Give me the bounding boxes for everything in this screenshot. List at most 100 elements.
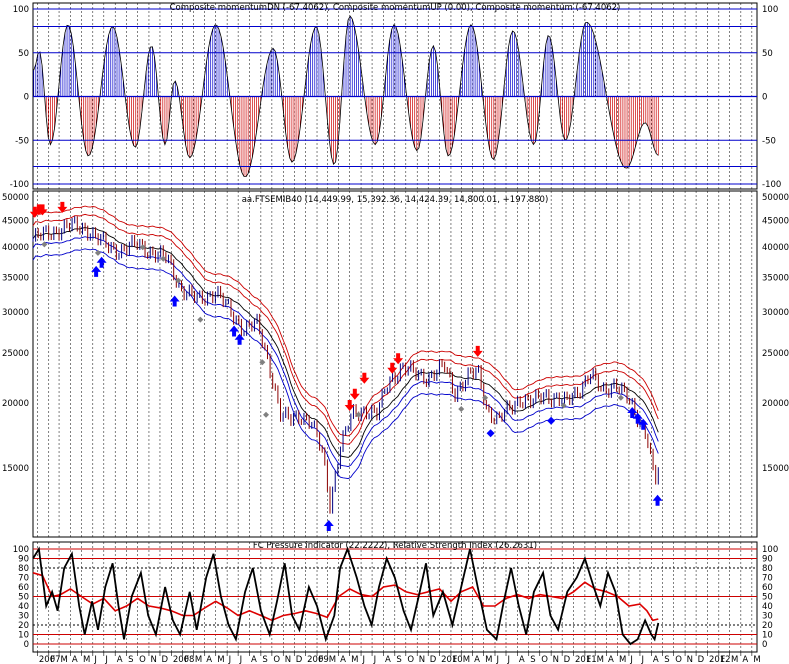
buy-arrow	[323, 520, 334, 532]
time-label-19: A	[251, 655, 257, 664]
time-label-52: M	[619, 655, 626, 664]
time-label-5: J	[93, 655, 97, 664]
gray-diamond	[259, 359, 266, 366]
gray-diamond	[482, 394, 489, 401]
buy-arrow	[652, 494, 663, 506]
oscillator-tick-right: 10	[762, 631, 773, 641]
time-label-56: S	[664, 655, 669, 664]
time-label-58: N	[687, 655, 693, 664]
time-label-29: J	[362, 655, 366, 664]
blue-diamond	[547, 416, 556, 425]
momentum-tick-left: 50	[18, 49, 29, 59]
momentum-tick-right: -50	[762, 136, 776, 146]
price-tick-left: 25000	[2, 349, 29, 359]
time-label-33: O	[407, 655, 414, 664]
sell-arrow	[37, 204, 48, 216]
gray-diamond	[458, 405, 465, 412]
time-label-46: N	[553, 655, 559, 664]
time-label-35: D	[430, 655, 437, 664]
momentum-panel: 100 100 50 50 0 0 -50 -50 -100 -100 Composite mom…	[10, 2, 781, 190]
buy-arrow	[627, 406, 638, 418]
buy-arrow	[234, 333, 245, 345]
fc-pressure-line	[32, 546, 660, 646]
gray-diamond	[263, 411, 270, 418]
time-label-54: J	[640, 655, 644, 664]
time-label-60: 2012	[709, 655, 731, 664]
time-label-0: 2007	[39, 655, 61, 664]
time-label-50: M	[597, 655, 604, 664]
time-label-51: A	[608, 655, 614, 664]
time-label-9: O	[139, 655, 146, 664]
oscillator-tick-left: 20	[18, 621, 29, 631]
price-tick-right: 25000	[762, 349, 789, 359]
momentum-tick-right: -100	[762, 180, 781, 190]
buy-arrow	[96, 256, 107, 268]
gray-diamond	[355, 411, 362, 418]
price-tick-right: 40000	[762, 243, 789, 253]
time-label-62: M	[731, 655, 738, 664]
lower-band-inner	[32, 236, 659, 468]
time-label-49: F	[586, 655, 591, 664]
time-label-44: S	[530, 655, 535, 664]
time-label-20: S	[262, 655, 267, 664]
price-grid	[37, 191, 753, 537]
momentum-tick-left: -100	[10, 180, 29, 190]
time-label-41: J	[495, 655, 499, 664]
buy-arrow	[632, 412, 643, 424]
sell-arrow	[349, 388, 360, 400]
gray-diamond	[560, 402, 567, 409]
oscillator-tick-right: 80	[762, 564, 773, 574]
gray-diamond	[160, 255, 167, 262]
price-y-ticks: 50000 50000 45000 45000 40000 40000 35000 35000…	[2, 193, 789, 474]
price-tick-left: 20000	[2, 399, 29, 409]
gray-diamond	[94, 249, 101, 256]
oscillator-levels	[33, 548, 757, 645]
oscillator-tick-left: 70	[18, 574, 29, 584]
sell-arrow	[344, 399, 355, 411]
gray-diamond	[197, 316, 204, 323]
time-label-16: M	[217, 655, 224, 664]
oscillator-tick-right: 40	[762, 602, 773, 612]
sell-arrow	[387, 362, 398, 374]
buy-arrow	[169, 295, 180, 307]
price-tick-right: 35000	[762, 273, 789, 283]
buy-arrow	[229, 325, 240, 337]
oscillator-tick-right: 0	[762, 640, 767, 650]
time-label-48: 2011	[575, 655, 597, 664]
price-tick-left: 35000	[2, 273, 29, 283]
price-tick-left: 50000	[2, 193, 29, 203]
oscillator-tick-left: 50	[18, 593, 29, 603]
time-label-37: F	[452, 655, 457, 664]
time-label-39: A	[474, 655, 480, 664]
time-label-26: M	[329, 655, 336, 664]
time-label-32: S	[396, 655, 401, 664]
time-label-13: F	[184, 655, 189, 664]
oscillator-tick-right: 90	[762, 555, 773, 565]
time-label-30: J	[373, 655, 377, 664]
time-label-14: M	[195, 655, 202, 664]
price-tick-left: 40000	[2, 243, 29, 253]
time-label-1: F	[50, 655, 55, 664]
time-label-25: F	[319, 655, 324, 664]
time-label-11: D	[161, 655, 168, 664]
upper-band-inner	[32, 213, 659, 445]
time-label-15: A	[206, 655, 212, 664]
momentum-panel-title: Composite momentumDN (-67.4062), Composi…	[170, 3, 621, 13]
time-label-24: 2009	[307, 655, 329, 664]
time-label-12: 2008	[173, 655, 195, 664]
price-tick-right: 30000	[762, 308, 789, 318]
sell-arrow	[393, 353, 404, 365]
price-tick-left: 30000	[2, 308, 29, 318]
time-label-38: M	[463, 655, 470, 664]
time-label-17: J	[228, 655, 232, 664]
time-label-43: A	[519, 655, 525, 664]
oscillator-tick-left: 0	[24, 640, 29, 650]
oscillator-panel-title: FC Pressure indicator (22.2222), Relativ…	[253, 541, 537, 551]
oscillator-tick-right: 60	[762, 583, 773, 593]
time-label-10: N	[150, 655, 156, 664]
buy-arrow	[638, 418, 649, 430]
time-label-28: M	[351, 655, 358, 664]
momentum-levels	[33, 8, 757, 185]
